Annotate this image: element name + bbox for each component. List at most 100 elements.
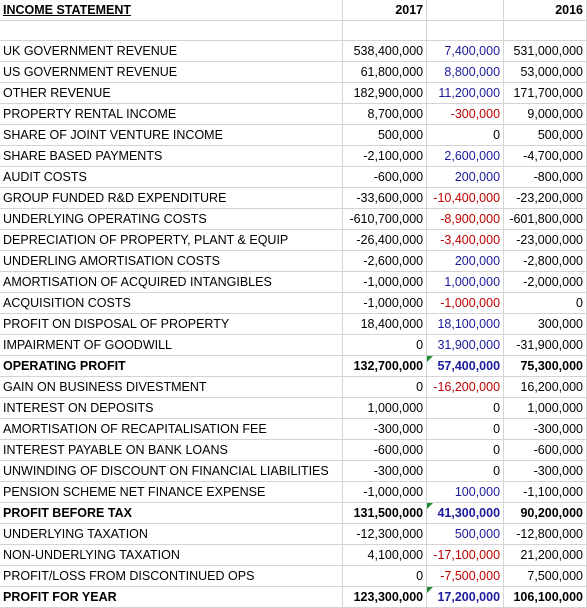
difference-cell[interactable]: 500,000: [426, 523, 505, 545]
value-2017-cell[interactable]: -33,600,000: [342, 187, 428, 209]
difference-cell[interactable]: -16,200,000: [426, 376, 505, 398]
value-2016-cell[interactable]: -12,800,000: [503, 523, 587, 545]
value-2016-cell[interactable]: 0: [503, 292, 587, 314]
row-label-cell[interactable]: PROFIT/LOSS FROM DISCONTINUED OPS: [0, 565, 344, 587]
value-2017-cell[interactable]: 123,300,000: [342, 586, 428, 608]
row-label-cell[interactable]: ACQUISITION COSTS: [0, 292, 344, 314]
value-2016-cell[interactable]: -1,100,000: [503, 481, 587, 503]
row-label-cell[interactable]: OTHER REVENUE: [0, 82, 344, 104]
value-2016-cell[interactable]: -800,000: [503, 166, 587, 188]
value-2017-cell[interactable]: 4,100,000: [342, 544, 428, 566]
value-2016-cell[interactable]: 300,000: [503, 313, 587, 335]
difference-cell[interactable]: -3,400,000: [426, 229, 505, 251]
row-label-cell[interactable]: PROFIT ON DISPOSAL OF PROPERTY: [0, 313, 344, 335]
difference-cell[interactable]: 1,000,000: [426, 271, 505, 293]
row-label-cell[interactable]: DEPRECIATION OF PROPERTY, PLANT & EQUIP: [0, 229, 344, 251]
value-2016-cell[interactable]: -300,000: [503, 418, 587, 440]
empty-cell[interactable]: [503, 20, 587, 41]
value-2016-cell[interactable]: 106,100,000: [503, 586, 587, 608]
value-2017-cell[interactable]: -2,600,000: [342, 250, 428, 272]
value-2017-cell[interactable]: -300,000: [342, 460, 428, 482]
value-2017-cell[interactable]: 8,700,000: [342, 103, 428, 125]
value-2017-cell[interactable]: 132,700,000: [342, 355, 428, 377]
row-label-cell[interactable]: PROFIT BEFORE TAX: [0, 502, 344, 524]
value-2017-cell[interactable]: -12,300,000: [342, 523, 428, 545]
difference-cell[interactable]: 0: [426, 124, 505, 146]
value-2017-cell[interactable]: 182,900,000: [342, 82, 428, 104]
sheet-title-cell[interactable]: INCOME STATEMENT: [0, 0, 344, 21]
value-2017-cell[interactable]: -300,000: [342, 418, 428, 440]
difference-cell[interactable]: 18,100,000: [426, 313, 505, 335]
row-label-cell[interactable]: UNDERLYING TAXATION: [0, 523, 344, 545]
difference-cell[interactable]: -8,900,000: [426, 208, 505, 230]
difference-cell[interactable]: 11,200,000: [426, 82, 505, 104]
empty-cell[interactable]: [342, 20, 428, 41]
value-2017-cell[interactable]: 1,000,000: [342, 397, 428, 419]
value-2017-cell[interactable]: -1,000,000: [342, 481, 428, 503]
value-2016-cell[interactable]: -23,200,000: [503, 187, 587, 209]
difference-cell[interactable]: 41,300,000: [426, 502, 505, 524]
value-2017-cell[interactable]: -1,000,000: [342, 292, 428, 314]
value-2016-cell[interactable]: 21,200,000: [503, 544, 587, 566]
difference-cell[interactable]: 8,800,000: [426, 61, 505, 83]
value-2016-cell[interactable]: 7,500,000: [503, 565, 587, 587]
difference-cell[interactable]: -7,500,000: [426, 565, 505, 587]
difference-cell[interactable]: 0: [426, 397, 505, 419]
value-2017-cell[interactable]: 0: [342, 376, 428, 398]
value-2016-cell[interactable]: -600,000: [503, 439, 587, 461]
difference-cell[interactable]: 200,000: [426, 166, 505, 188]
difference-cell[interactable]: 17,200,000: [426, 586, 505, 608]
difference-cell[interactable]: 31,900,000: [426, 334, 505, 356]
value-2016-cell[interactable]: 16,200,000: [503, 376, 587, 398]
value-2017-cell[interactable]: 0: [342, 565, 428, 587]
value-2016-cell[interactable]: 75,300,000: [503, 355, 587, 377]
value-2016-cell[interactable]: -2,800,000: [503, 250, 587, 272]
difference-cell[interactable]: -1,000,000: [426, 292, 505, 314]
row-label-cell[interactable]: AMORTISATION OF ACQUIRED INTANGIBLES: [0, 271, 344, 293]
row-label-cell[interactable]: US GOVERNMENT REVENUE: [0, 61, 344, 83]
value-2017-cell[interactable]: 18,400,000: [342, 313, 428, 335]
row-label-cell[interactable]: UK GOVERNMENT REVENUE: [0, 40, 344, 62]
row-label-cell[interactable]: IMPAIRMENT OF GOODWILL: [0, 334, 344, 356]
difference-cell[interactable]: 100,000: [426, 481, 505, 503]
row-label-cell[interactable]: AUDIT COSTS: [0, 166, 344, 188]
difference-cell[interactable]: 7,400,000: [426, 40, 505, 62]
difference-cell[interactable]: 0: [426, 418, 505, 440]
value-2016-cell[interactable]: 9,000,000: [503, 103, 587, 125]
value-2016-cell[interactable]: 1,000,000: [503, 397, 587, 419]
header-2017-cell[interactable]: 2017: [342, 0, 428, 21]
row-label-cell[interactable]: UNWINDING OF DISCOUNT ON FINANCIAL LIABI…: [0, 460, 344, 482]
difference-cell[interactable]: 0: [426, 460, 505, 482]
row-label-cell[interactable]: INTEREST ON DEPOSITS: [0, 397, 344, 419]
row-label-cell[interactable]: INTEREST PAYABLE ON BANK LOANS: [0, 439, 344, 461]
row-label-cell[interactable]: SHARE BASED PAYMENTS: [0, 145, 344, 167]
value-2016-cell[interactable]: -601,800,000: [503, 208, 587, 230]
row-label-cell[interactable]: GAIN ON BUSINESS DIVESTMENT: [0, 376, 344, 398]
row-label-cell[interactable]: GROUP FUNDED R&D EXPENDITURE: [0, 187, 344, 209]
value-2016-cell[interactable]: -2,000,000: [503, 271, 587, 293]
value-2017-cell[interactable]: -1,000,000: [342, 271, 428, 293]
difference-cell[interactable]: 0: [426, 439, 505, 461]
header-diff-cell[interactable]: [426, 0, 505, 21]
row-label-cell[interactable]: NON-UNDERLYING TAXATION: [0, 544, 344, 566]
value-2016-cell[interactable]: -4,700,000: [503, 145, 587, 167]
row-label-cell[interactable]: OPERATING PROFIT: [0, 355, 344, 377]
difference-cell[interactable]: -300,000: [426, 103, 505, 125]
value-2016-cell[interactable]: 500,000: [503, 124, 587, 146]
value-2017-cell[interactable]: -600,000: [342, 439, 428, 461]
value-2016-cell[interactable]: 531,000,000: [503, 40, 587, 62]
empty-cell[interactable]: [426, 20, 505, 41]
value-2017-cell[interactable]: 131,500,000: [342, 502, 428, 524]
difference-cell[interactable]: -17,100,000: [426, 544, 505, 566]
row-label-cell[interactable]: SHARE OF JOINT VENTURE INCOME: [0, 124, 344, 146]
value-2017-cell[interactable]: -2,100,000: [342, 145, 428, 167]
difference-cell[interactable]: 2,600,000: [426, 145, 505, 167]
empty-cell[interactable]: [0, 20, 344, 41]
row-label-cell[interactable]: AMORTISATION OF RECAPITALISATION FEE: [0, 418, 344, 440]
value-2017-cell[interactable]: 0: [342, 334, 428, 356]
value-2017-cell[interactable]: -610,700,000: [342, 208, 428, 230]
row-label-cell[interactable]: PENSION SCHEME NET FINANCE EXPENSE: [0, 481, 344, 503]
value-2016-cell[interactable]: -23,000,000: [503, 229, 587, 251]
value-2016-cell[interactable]: 171,700,000: [503, 82, 587, 104]
difference-cell[interactable]: -10,400,000: [426, 187, 505, 209]
